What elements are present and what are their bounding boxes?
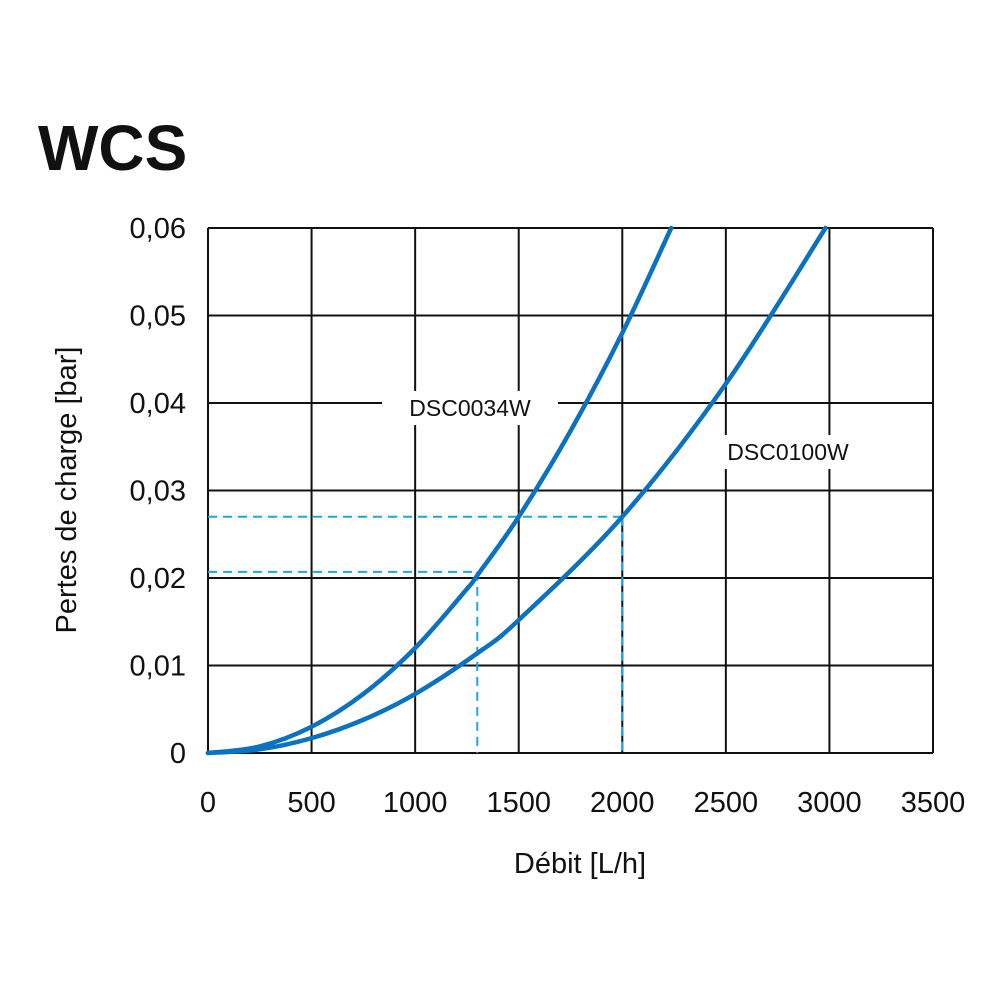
chart-title: WCS xyxy=(38,112,187,184)
series-line-dsc0034w xyxy=(205,225,674,756)
series-labels: DSC0034W DSC0100W xyxy=(382,391,876,469)
series-label: DSC0034W xyxy=(409,395,531,421)
grid xyxy=(207,227,934,754)
y-tick-label: 0,01 xyxy=(130,651,186,683)
reference-lines xyxy=(208,515,624,753)
x-tick-label: 3000 xyxy=(797,787,862,819)
x-tick-label: 3500 xyxy=(901,787,966,819)
x-tick-label: 0 xyxy=(200,787,216,819)
y-tick-label: 0,03 xyxy=(130,476,186,508)
x-tick-label: 500 xyxy=(287,787,335,819)
x-tick-label: 2000 xyxy=(590,787,655,819)
y-tick-label: 0,04 xyxy=(130,388,186,420)
series-line-dsc0100w xyxy=(205,225,828,756)
x-axis-label: Débit [L/h] xyxy=(514,848,646,880)
series-label-background xyxy=(700,435,876,469)
tick-labels: 0 500 1000 1500 2000 2500 3000 3500 0 0,01 0,02 0,0… xyxy=(130,213,966,819)
y-tick-label: 0 xyxy=(170,738,186,770)
x-tick-label: 2500 xyxy=(694,787,759,819)
x-tick-label: 1000 xyxy=(383,787,448,819)
series-label-background xyxy=(382,391,558,425)
y-tick-label: 0,05 xyxy=(130,301,186,333)
x-tick-label: 1500 xyxy=(486,787,551,819)
y-axis-label: Pertes de charge [bar] xyxy=(51,347,83,634)
series-group xyxy=(205,225,828,756)
y-tick-label: 0,06 xyxy=(130,213,186,245)
series-label: DSC0100W xyxy=(727,439,849,465)
y-tick-label: 0,02 xyxy=(130,563,186,595)
